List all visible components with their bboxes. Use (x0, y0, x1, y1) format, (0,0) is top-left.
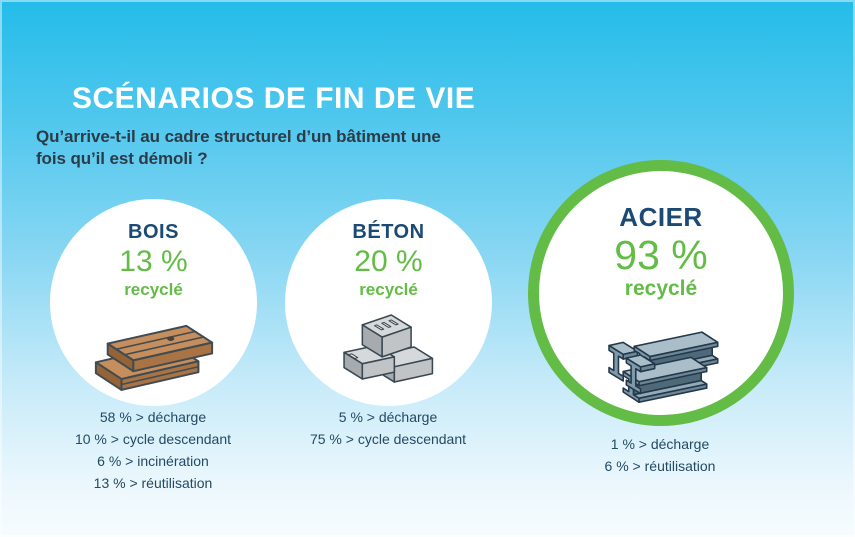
stats-beton: 5 % > décharge 75 % > cycle descendant (262, 406, 514, 450)
stat-line: 58 % > décharge (99, 409, 207, 425)
material-name: BÉTON (352, 221, 425, 243)
recycled-label: recyclé (359, 280, 418, 299)
recycled-percent: 93 % (614, 232, 708, 278)
stat-line: 1 % > décharge (610, 436, 710, 452)
steel-beams-icon (598, 303, 724, 407)
stat-line: 6 % > réutilisation (604, 458, 716, 474)
page-title: SCÉNARIOS DE FIN DE VIE (72, 82, 476, 115)
recycled-label: recyclé (624, 277, 698, 300)
recycled-percent: 13 % (119, 245, 188, 278)
subtitle-line-1: Qu’arrive-t-il au cadre structurel d’un … (36, 127, 441, 146)
stat-line: 6 % > incinération (97, 453, 209, 469)
recycled-percent: 20 % (354, 245, 423, 278)
stat-line: 5 % > décharge (338, 409, 438, 425)
subtitle-line-2: fois qu’il est démoli ? (36, 149, 208, 169)
material-card-acier: ACIER 93 % recyclé (528, 160, 794, 426)
stats-acier: 1 % > décharge 6 % > réutilisation (534, 433, 786, 477)
stat-line: 10 % > cycle descendant (74, 431, 232, 447)
page-subtitle: Qu’arrive-t-il au cadre structurel d’un … (36, 126, 506, 170)
stat-line: 75 % > cycle descendant (309, 431, 467, 447)
stats-bois: 58 % > décharge 10 % > cycle descendant … (27, 406, 279, 494)
material-card-bois: BOIS 13 % recyclé (50, 199, 257, 406)
material-name: BOIS (128, 221, 179, 243)
recycled-label: recyclé (124, 280, 183, 299)
material-name: ACIER (619, 202, 703, 232)
wood-planks-icon (88, 308, 220, 395)
concrete-blocks-icon (341, 308, 437, 386)
material-card-beton: BÉTON 20 % recyclé (285, 199, 492, 406)
stat-line: 13 % > réutilisation (93, 475, 213, 491)
